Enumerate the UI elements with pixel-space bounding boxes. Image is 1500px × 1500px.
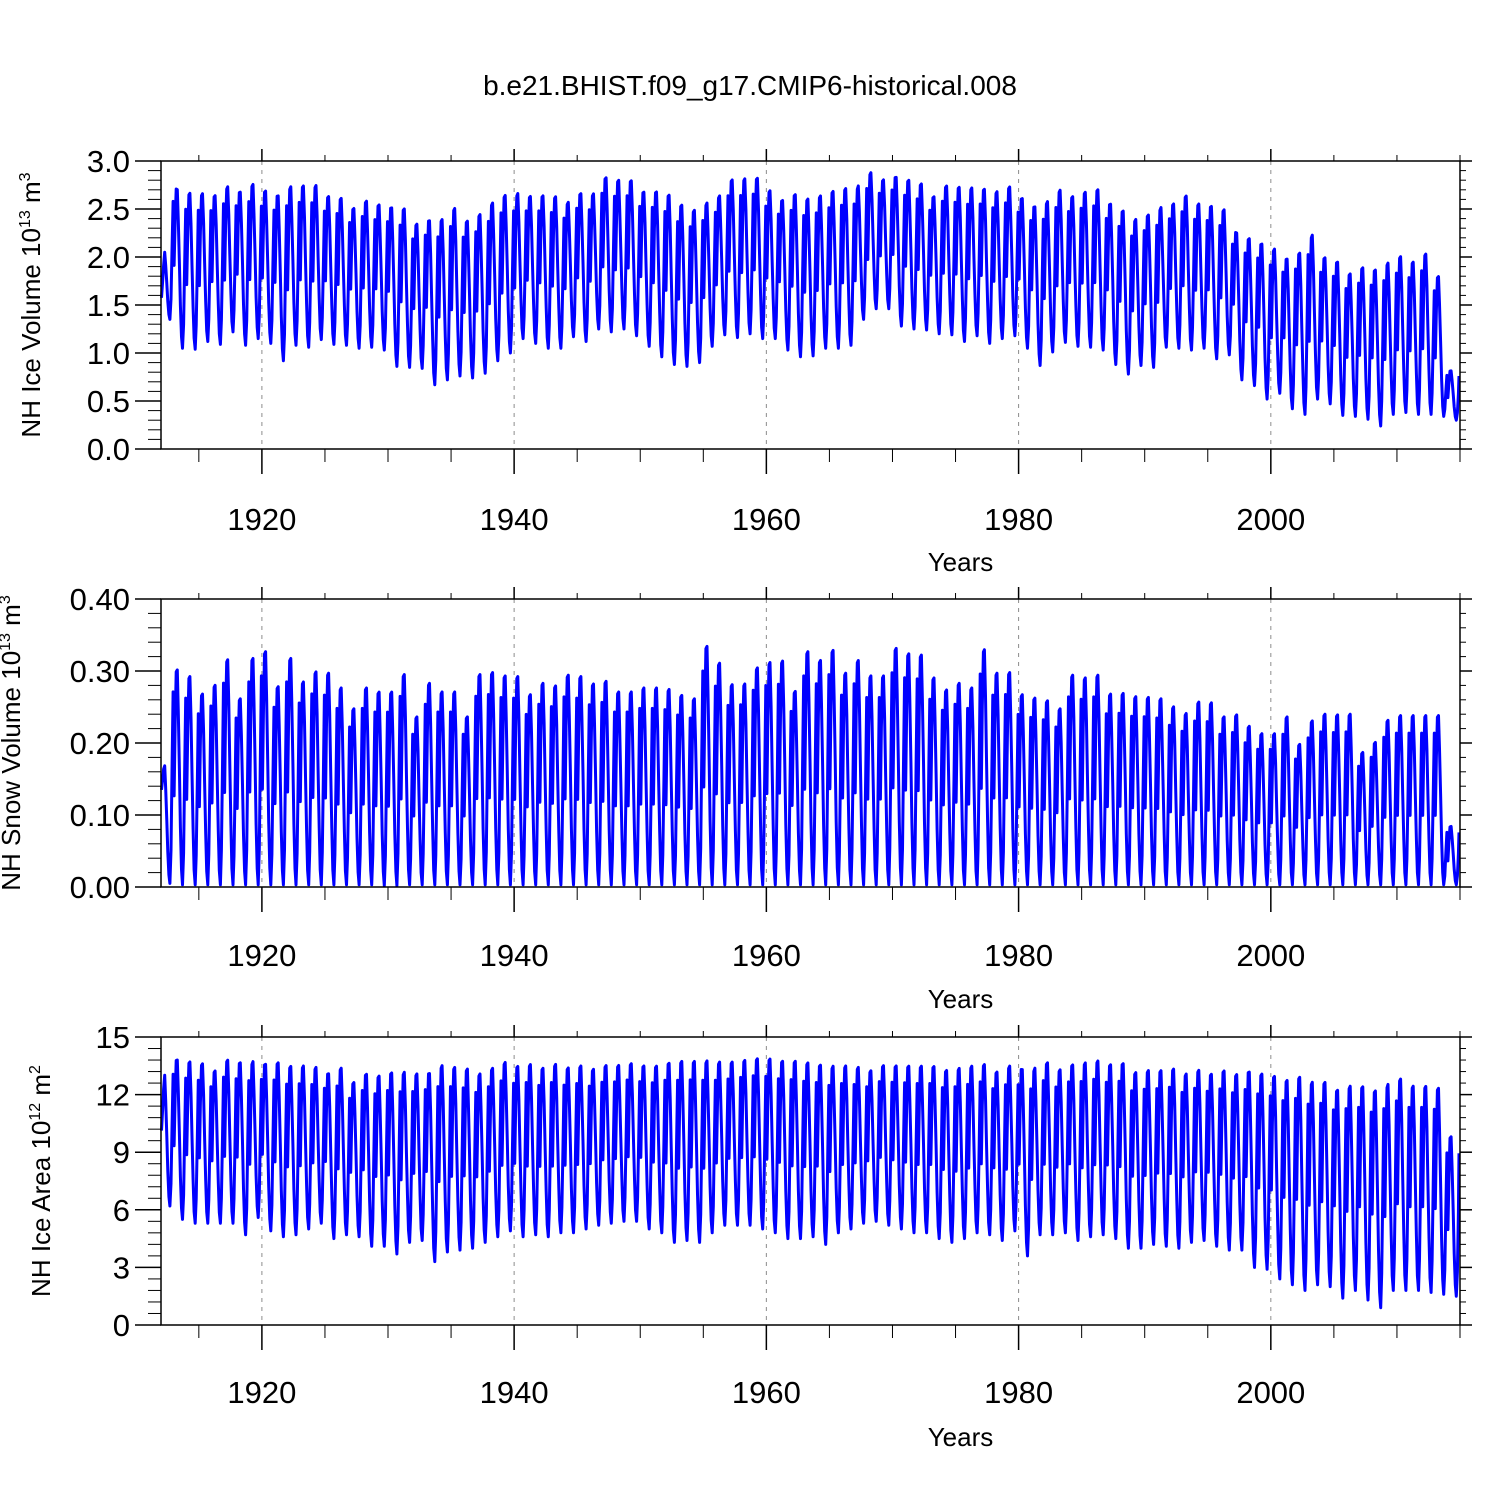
- x-tick-label: 1980: [984, 502, 1053, 537]
- chart-panel-3: 0 3 6 9 12 15 1920 1940 1960 1980 2000 Years NH Ice …: [26, 1020, 1472, 1452]
- y-tick-label: 3: [113, 1250, 130, 1285]
- y-tick-label: 6: [113, 1193, 130, 1228]
- page-title: b.e21.BHIST.f09_g17.CMIP6-historical.008: [483, 70, 1017, 101]
- series-line: [160, 644, 1461, 888]
- y-tick-label: 0: [113, 1308, 130, 1343]
- x-tick-label: 2000: [1236, 502, 1305, 537]
- plot-frame: [160, 1036, 1461, 1326]
- x-tick-label: 1980: [984, 938, 1053, 973]
- x-axis-label: Years: [928, 547, 994, 577]
- y-axis-label: NH Ice Volume 1013 m3: [16, 172, 46, 437]
- y-tick-label: 9: [113, 1135, 130, 1170]
- y-tick-label: 0.0: [87, 432, 130, 467]
- x-tick-label: 1920: [227, 502, 296, 537]
- x-tick-label: 1960: [732, 938, 801, 973]
- x-tick-label: 1940: [480, 938, 549, 973]
- y-tick-label: 12: [96, 1078, 130, 1113]
- y-tick-label: 3.0: [87, 144, 130, 179]
- y-axis-label: NH Snow Volume 1013 m3: [0, 595, 26, 891]
- x-axis-label: Years: [928, 984, 994, 1014]
- x-tick-label: 2000: [1236, 938, 1305, 973]
- series-line: [160, 1057, 1461, 1310]
- y-tick-label: 15: [96, 1020, 130, 1055]
- chart-panel-2: 0.00 0.10 0.20 0.30 0.40 1920 1940 1960 1980 2000…: [0, 582, 1472, 1014]
- y-tick-label: 1.5: [87, 288, 130, 323]
- y-axis-label: NH Ice Area 1012 m2: [26, 1065, 56, 1297]
- y-tick-label: 0.5: [87, 384, 130, 419]
- x-tick-label: 1960: [732, 502, 801, 537]
- y-tick-label: 0.20: [70, 726, 130, 761]
- x-tick-label: 1920: [227, 1375, 296, 1410]
- x-tick-label: 1940: [480, 502, 549, 537]
- y-tick-label: 0.10: [70, 798, 130, 833]
- y-tick-label: 2.0: [87, 240, 130, 275]
- x-tick-label: 2000: [1236, 1375, 1305, 1410]
- chart-panel-1: 0.0 0.5 1.0 1.5 2.0 2.5 3.0 1920 1940 1960 1980 200…: [16, 144, 1472, 577]
- series-line: [160, 171, 1461, 428]
- y-tick-label: 1.0: [87, 336, 130, 371]
- x-tick-label: 1940: [480, 1375, 549, 1410]
- x-tick-label: 1960: [732, 1375, 801, 1410]
- y-tick-label: 2.5: [87, 192, 130, 227]
- y-tick-label: 0.40: [70, 582, 130, 617]
- x-axis-label: Years: [928, 1422, 994, 1452]
- x-tick-label: 1920: [227, 938, 296, 973]
- x-tick-label: 1980: [984, 1375, 1053, 1410]
- y-tick-label: 0.00: [70, 870, 130, 905]
- y-tick-label: 0.30: [70, 654, 130, 689]
